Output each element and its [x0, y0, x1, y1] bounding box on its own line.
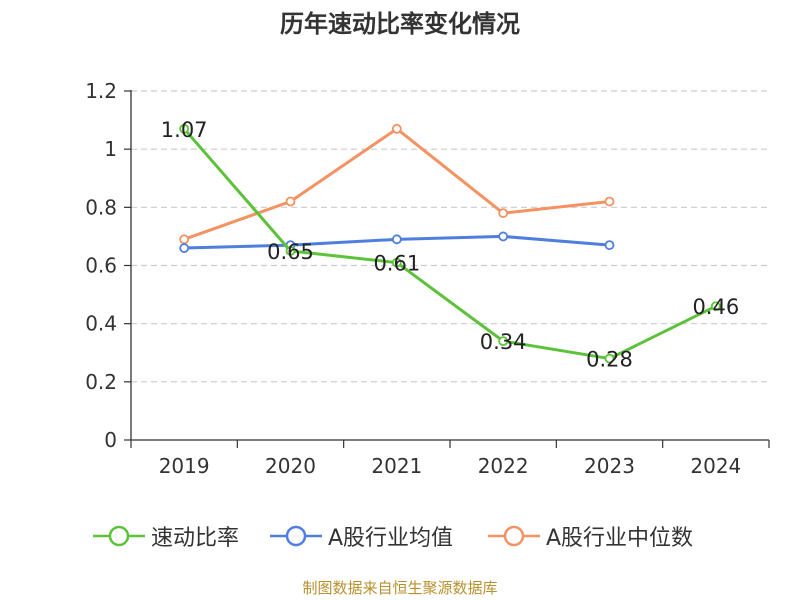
legend-speed-ratio-icon: [93, 525, 145, 547]
data-point: [498, 208, 509, 219]
legend-industry-avg-icon: [270, 525, 322, 547]
data-point: [710, 301, 721, 312]
legend-item-speed-ratio[interactable]: 速动比率: [93, 518, 239, 554]
y-tick-label: 1: [104, 137, 117, 161]
legend-label-industry-avg: A股行业均值: [328, 526, 454, 551]
series-line-2: [183, 127, 610, 241]
data-point: [498, 336, 509, 347]
data-point: [391, 123, 402, 134]
chart-title: 历年速动比率变化情况: [280, 10, 520, 38]
data-point: [391, 257, 402, 268]
x-tick-label: 2024: [690, 454, 741, 478]
axes: 0 0.2 0.4 0.6 0.8 1 1.2 2019 2020 2021 2022 2023 202…: [85, 79, 770, 478]
legend-item-industry-avg[interactable]: A股行业均值: [270, 518, 453, 554]
data-point: [604, 353, 615, 364]
data-point: [179, 243, 190, 253]
data-point: [604, 240, 615, 251]
legend-industry-median-icon: [488, 525, 540, 547]
data-point: [391, 234, 402, 245]
series-lines: [179, 123, 721, 364]
x-tick-label: 2022: [478, 454, 529, 478]
data-point: [604, 196, 615, 207]
y-tick-label: 0.4: [85, 312, 117, 336]
y-tick-label: 0.8: [85, 195, 117, 219]
y-tick-label: 0: [104, 428, 117, 452]
x-tick-label: 2021: [371, 454, 422, 478]
grid-lines: [131, 90, 769, 383]
y-tick-label: 1.2: [85, 79, 117, 103]
legend: 速动比率 A股行业均值 A股行业中位数: [0, 518, 800, 554]
data-label: 0.34: [480, 330, 527, 354]
x-tick-label: 2023: [584, 454, 635, 478]
data-label: 0.61: [373, 252, 420, 276]
data-point: [498, 231, 509, 242]
data-point: [179, 234, 190, 245]
data-point: [285, 246, 296, 256]
x-tick-label: 2019: [159, 454, 210, 478]
y-tick-label: 0.2: [85, 370, 117, 394]
y-tick-label: 0.6: [85, 254, 117, 278]
x-tick-label: 2020: [265, 454, 316, 478]
data-label: 0.46: [692, 295, 739, 319]
data-point: [285, 196, 296, 207]
data-point: [179, 123, 190, 134]
series-line-0: [183, 127, 717, 361]
data-label: 0.28: [586, 348, 633, 372]
source-note: 制图数据来自恒生聚源数据库: [302, 579, 498, 597]
data-labels: 1.07 0.65 0.61 0.34 0.28 0.46: [161, 118, 739, 372]
legend-label-industry-median: A股行业中位数: [546, 526, 694, 551]
data-label: 1.07: [161, 118, 208, 142]
legend-label-speed-ratio: 速动比率: [151, 526, 240, 551]
data-label: 0.65: [267, 240, 314, 264]
legend-item-industry-median[interactable]: A股行业中位数: [488, 518, 693, 554]
